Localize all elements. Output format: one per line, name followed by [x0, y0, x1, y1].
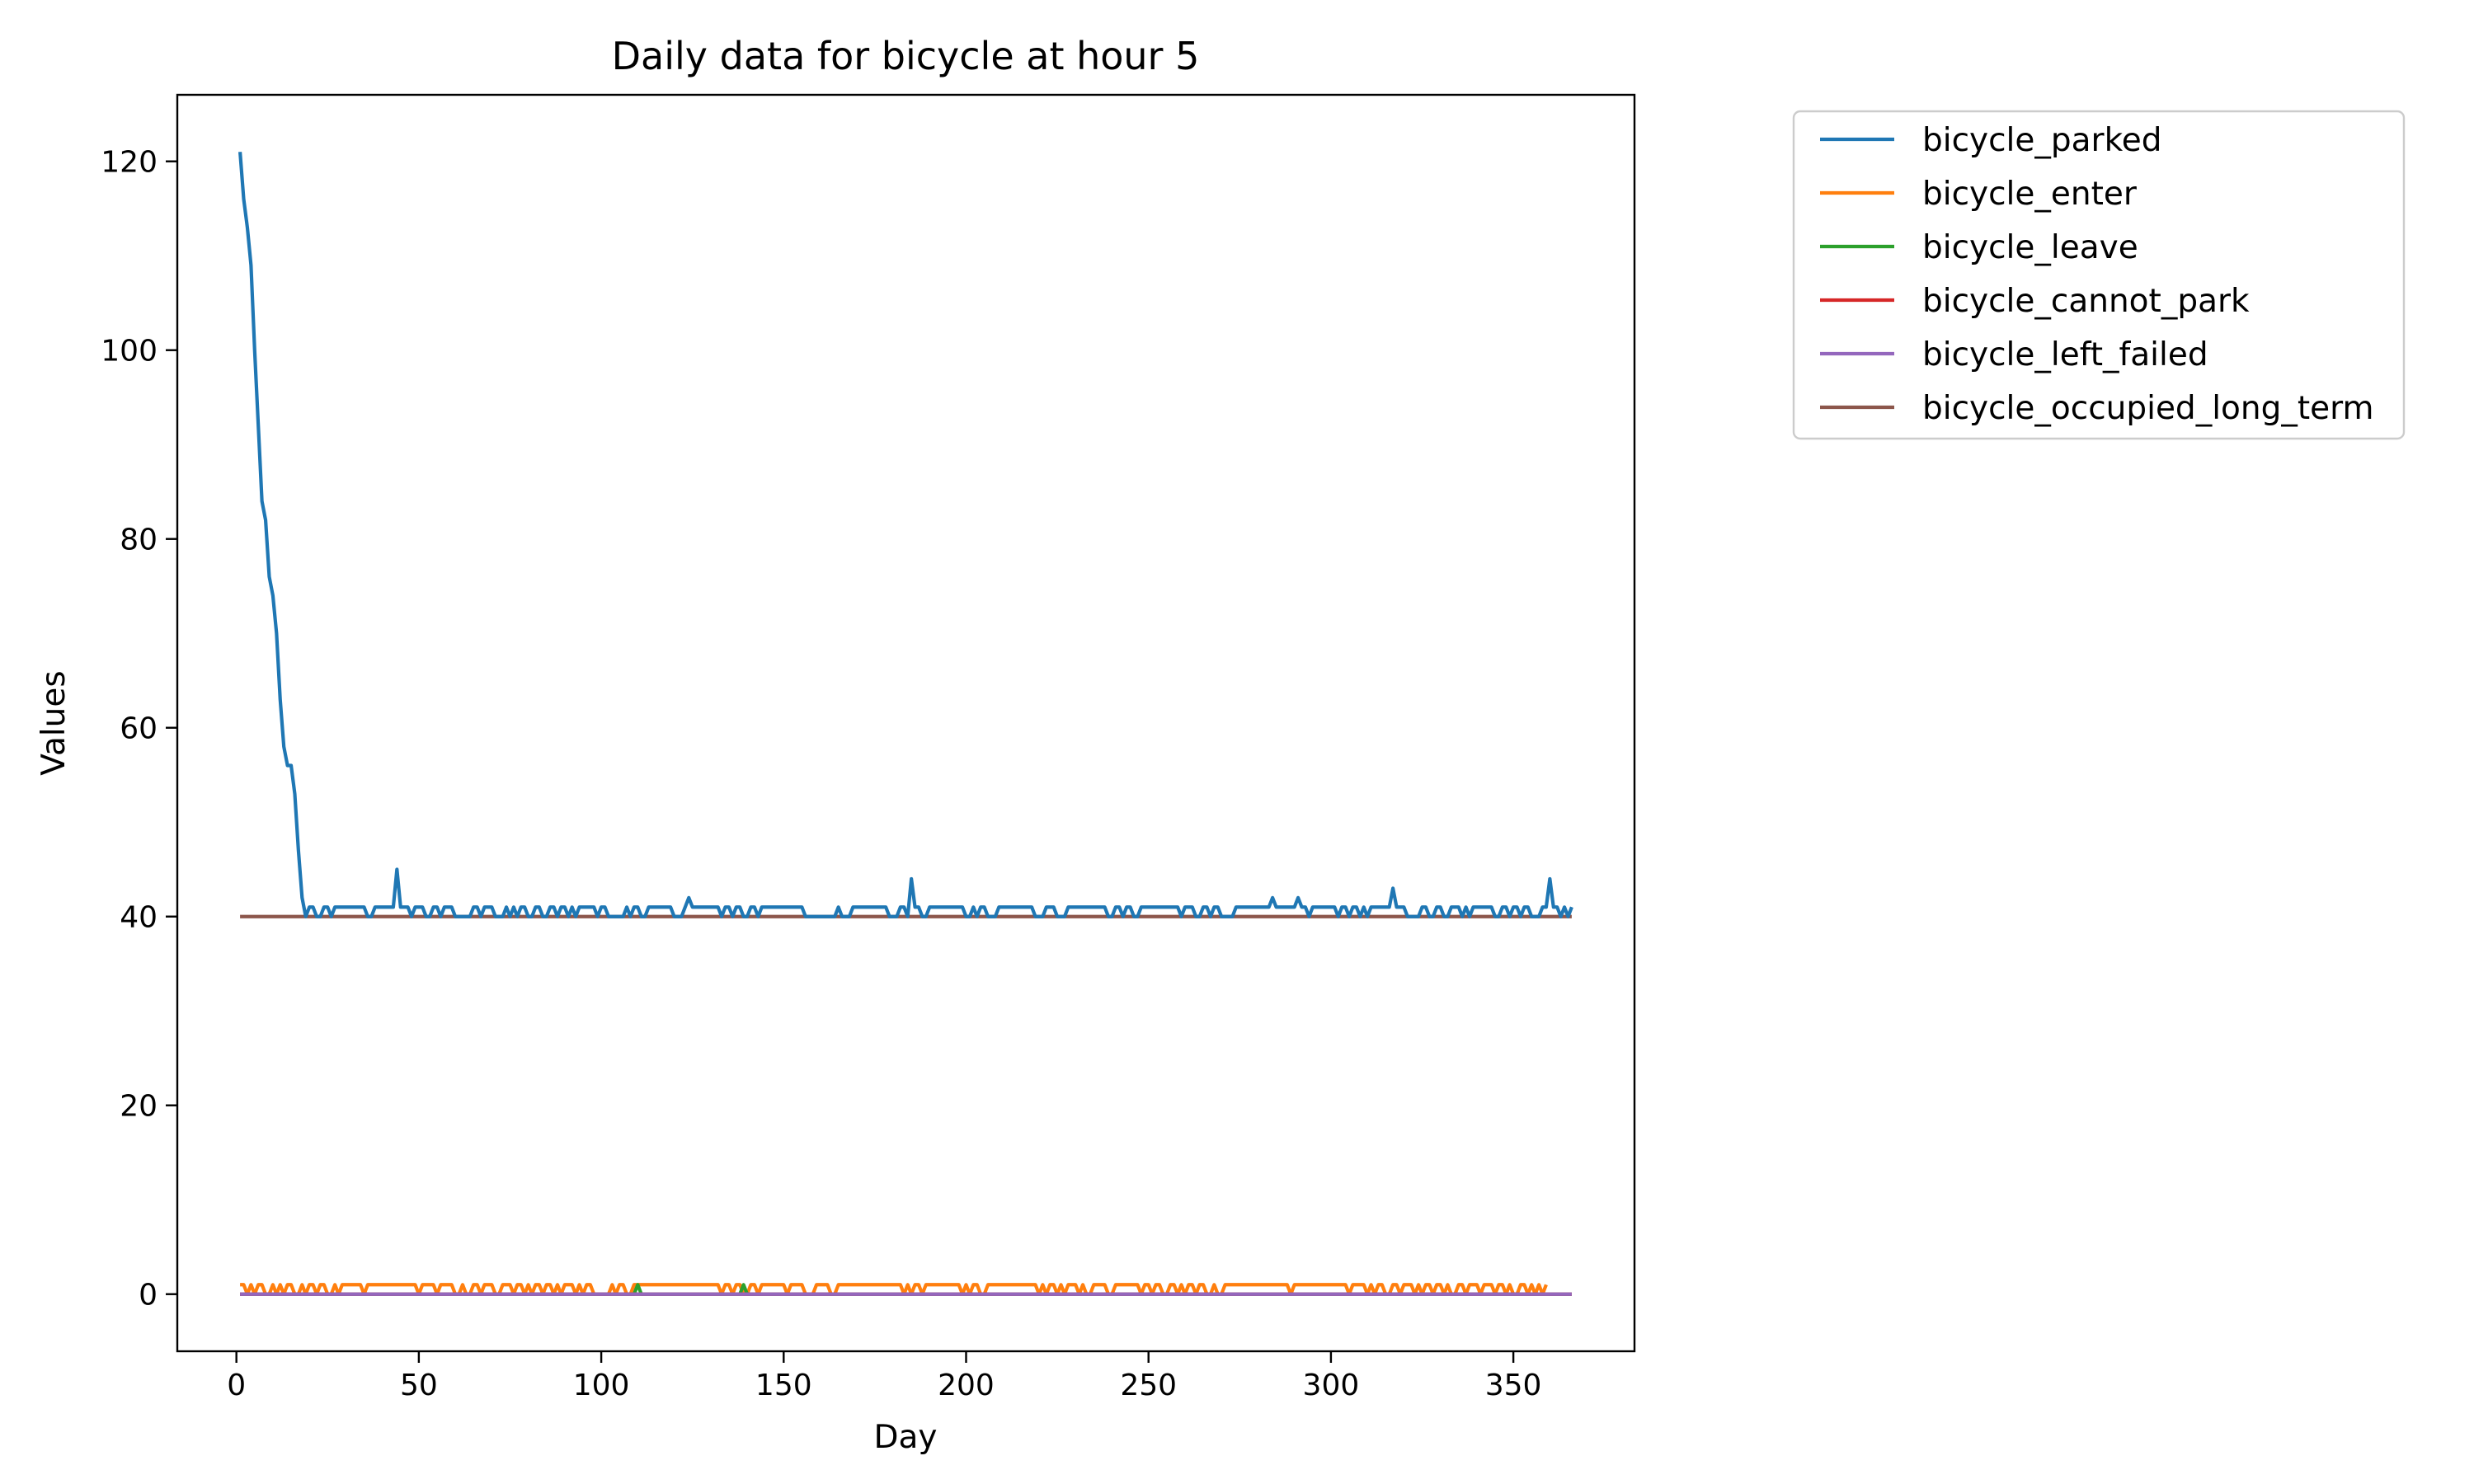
y-tick-label: 120 [101, 146, 158, 180]
legend-label: bicycle_left_failed [1922, 336, 2208, 373]
legend-label: bicycle_cannot_park [1922, 283, 2250, 320]
x-tick-label: 300 [1303, 1369, 1360, 1402]
y-tick-label: 80 [120, 524, 158, 557]
legend: bicycle_parked bicycle_enter bicycle_leave… [1792, 110, 2406, 440]
axes-background [177, 95, 1634, 1351]
x-tick-label: 100 [573, 1369, 630, 1402]
chart-title: Daily data for bicycle at hour 5 [612, 34, 1200, 78]
legend-item-bicycle-occupied-long-term: bicycle_occupied_long_term [1820, 390, 2374, 427]
axes-frame [176, 93, 1636, 1353]
y-tick-label: 20 [120, 1090, 158, 1124]
legend-label: bicycle_leave [1922, 229, 2138, 266]
y-tick-label: 40 [120, 901, 158, 935]
legend-item-bicycle-enter: bicycle_enter [1820, 176, 2138, 213]
x-tick-label: 0 [227, 1369, 246, 1402]
legend-items: bicycle_parked bicycle_enter bicycle_leave… [1820, 122, 2374, 427]
y-tick-label: 100 [101, 335, 158, 369]
y-tick-label: 60 [120, 712, 158, 746]
x-tick-label: 350 [1485, 1369, 1542, 1402]
legend-item-bicycle-left-failed: bicycle_left_failed [1820, 336, 2208, 373]
legend-box [1792, 110, 2406, 440]
legend-item-bicycle-cannot-park: bicycle_cannot_park [1820, 283, 2250, 320]
series-layer [238, 152, 1573, 1296]
y-tick-label: 0 [139, 1279, 158, 1313]
x-tick-label: 250 [1120, 1369, 1177, 1402]
x-tick-label: 200 [938, 1369, 995, 1402]
x-axis-ticks: 0 50 100 150 200 250 300 350 [227, 1351, 1541, 1402]
x-axis-label: Day [873, 1419, 937, 1456]
legend-item-bicycle-parked: bicycle_parked [1820, 122, 2162, 159]
y-axis-ticks: 0 20 40 60 80 100 120 [101, 146, 177, 1313]
series-line-bicycle-parked [238, 152, 1573, 918]
legend-label: bicycle_enter [1922, 176, 2138, 213]
plot-area [176, 93, 1636, 1353]
y-axis-label: Values [35, 670, 73, 775]
legend-label: bicycle_parked [1922, 122, 2162, 159]
legend-label: bicycle_occupied_long_term [1922, 390, 2374, 427]
x-tick-label: 50 [400, 1369, 438, 1402]
legend-item-bicycle-leave: bicycle_leave [1820, 229, 2138, 266]
x-tick-label: 150 [755, 1369, 812, 1402]
